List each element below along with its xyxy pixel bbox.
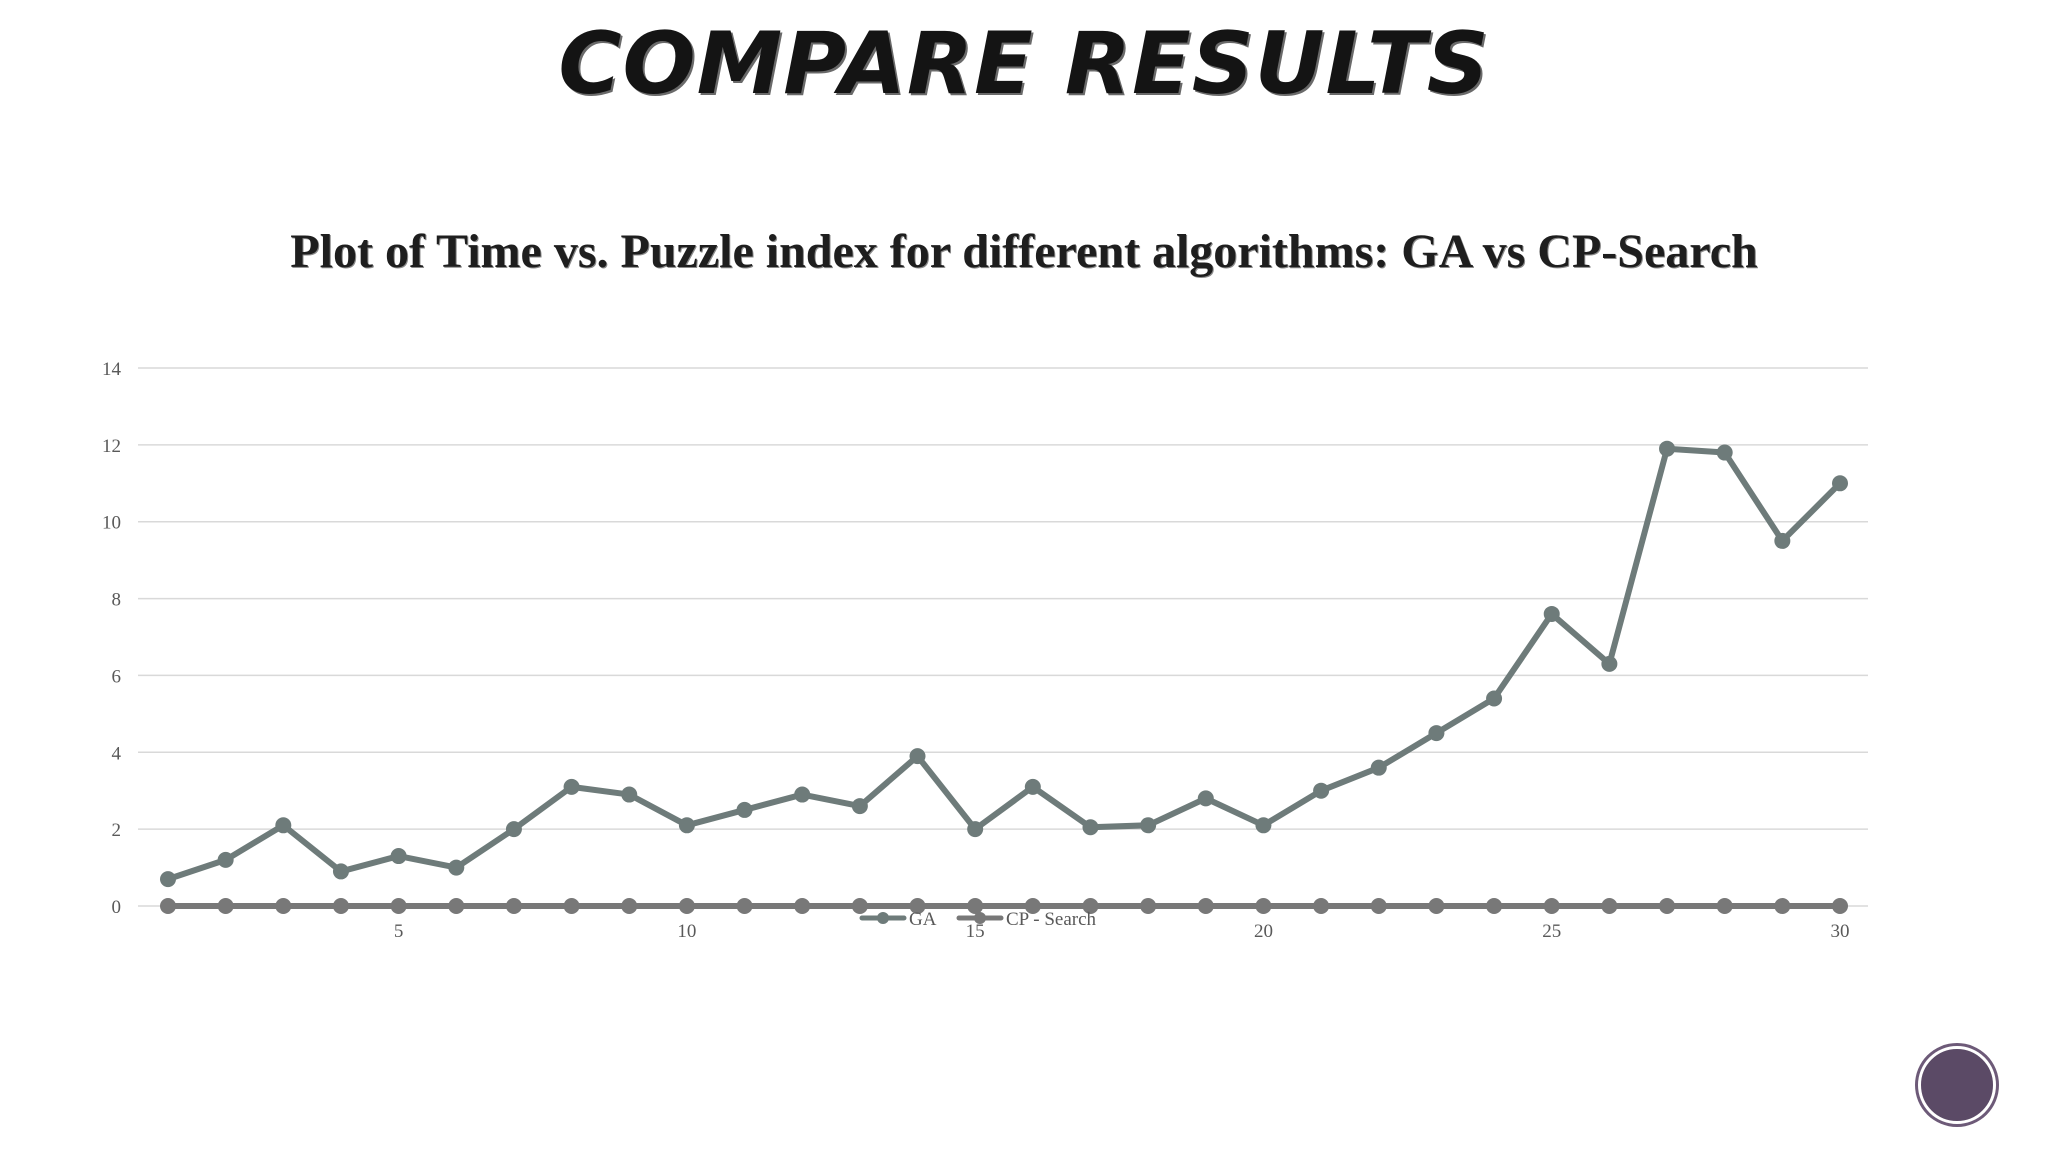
data-point (1428, 898, 1445, 914)
series-ga (160, 440, 1848, 888)
data-point (1255, 817, 1272, 834)
data-point (967, 821, 984, 838)
data-point (678, 817, 695, 834)
data-point (1716, 898, 1733, 914)
data-point (563, 778, 580, 795)
data-point (1428, 725, 1445, 742)
data-point (505, 821, 522, 838)
data-point (1370, 759, 1387, 776)
data-point (967, 898, 984, 914)
data-point (1313, 898, 1330, 914)
data-point (275, 817, 292, 834)
data-point (736, 898, 753, 914)
data-point (160, 898, 176, 914)
data-point (1140, 898, 1157, 914)
x-axis-ticks: 5 10 15 20 25 30 (394, 921, 1850, 942)
series-layer (160, 440, 1848, 914)
y-tick-label: 10 (102, 513, 121, 534)
grid-lines (138, 367, 1868, 907)
data-point (1082, 898, 1099, 914)
data-point (448, 859, 465, 876)
data-point (1197, 790, 1214, 807)
x-tick-label: 10 (677, 921, 696, 942)
data-point (505, 898, 522, 914)
data-point (909, 898, 926, 914)
data-point (332, 863, 349, 880)
data-point (1774, 532, 1791, 549)
data-point (621, 786, 638, 803)
legend-swatch-marker (974, 912, 986, 924)
x-tick-label: 30 (1831, 921, 1850, 942)
data-point (1832, 898, 1848, 914)
data-point (909, 748, 926, 765)
data-point (1601, 898, 1618, 914)
chart-title: Plot of Time vs. Puzzle index for differ… (290, 225, 1758, 278)
legend: GA CP - Search (859, 909, 1097, 930)
data-point (1601, 655, 1618, 672)
data-point (332, 898, 349, 914)
data-point (1774, 898, 1791, 914)
data-point (160, 871, 176, 888)
slide-nav-button[interactable] (1918, 1046, 1996, 1124)
legend-swatch-marker (877, 912, 889, 924)
data-point (390, 898, 407, 914)
y-tick-label: 2 (112, 820, 122, 841)
data-point (217, 851, 234, 868)
data-point (448, 898, 465, 914)
y-tick-label: 8 (112, 590, 122, 611)
y-tick-label: 0 (112, 897, 122, 918)
data-point (1543, 898, 1560, 914)
data-point (563, 898, 580, 914)
data-point (1716, 444, 1733, 461)
data-point (794, 786, 811, 803)
data-point (1486, 898, 1503, 914)
y-axis-ticks: 0 2 4 6 8 10 12 14 (102, 359, 122, 918)
series-line (165, 445, 1843, 883)
y-tick-label: 12 (102, 436, 121, 457)
data-point (1197, 898, 1214, 914)
y-tick-label: 6 (112, 666, 122, 687)
series-cp-search (160, 898, 1848, 914)
data-point (621, 898, 638, 914)
data-point (1082, 819, 1099, 836)
data-point (1255, 898, 1272, 914)
data-point (1659, 440, 1676, 457)
data-point (1024, 778, 1041, 795)
data-point (275, 898, 292, 914)
legend-label: CP - Search (1006, 909, 1097, 930)
data-point (794, 898, 811, 914)
data-point (851, 898, 868, 914)
slide-title: COMPARE RESULTS (558, 14, 1490, 114)
data-point (1140, 817, 1157, 834)
data-point (1659, 898, 1676, 914)
data-point (1024, 898, 1041, 914)
y-tick-label: 4 (112, 743, 122, 764)
data-point (1370, 898, 1387, 914)
legend-label: GA (909, 909, 937, 930)
x-tick-label: 20 (1254, 921, 1273, 942)
data-point (851, 798, 868, 815)
y-tick-label: 14 (102, 359, 122, 380)
x-tick-label: 5 (394, 921, 404, 942)
data-point (678, 898, 695, 914)
data-point (1832, 475, 1848, 492)
data-point (390, 848, 407, 865)
x-tick-label: 25 (1542, 921, 1561, 942)
data-point (736, 801, 753, 818)
data-point (217, 898, 234, 914)
x-tick-label: 15 (966, 921, 985, 942)
data-point (1313, 782, 1330, 799)
data-point (1486, 690, 1503, 707)
data-point (1543, 605, 1560, 622)
